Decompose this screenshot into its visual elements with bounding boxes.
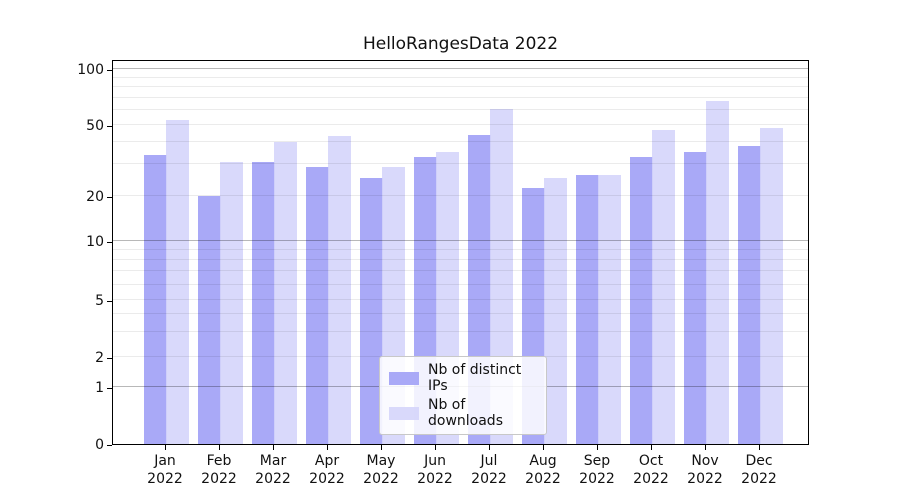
minor-gridline (113, 85, 808, 87)
x-tick-mark (327, 445, 328, 450)
minor-gridline (113, 331, 808, 332)
y-tick-label: 20 (86, 188, 104, 205)
legend-item-distinct-ips: Nb of distinct IPs (389, 362, 537, 394)
minor-gridline (113, 141, 808, 143)
x-tick-mark (165, 445, 166, 450)
bar-nb-of-distinct-ips (251, 162, 275, 444)
y-tick-label: 2 (95, 350, 104, 367)
minor-gridline (113, 283, 808, 285)
legend-item-downloads: Nb of downloads (389, 397, 537, 429)
bar-nb-of-downloads (543, 178, 567, 444)
x-tick-mark (219, 445, 220, 450)
bar-nb-of-downloads (165, 120, 189, 444)
y-tick-mark (107, 126, 112, 127)
legend-label-downloads: Nb of downloads (428, 397, 503, 429)
minor-gridline (113, 96, 808, 98)
bar-nb-of-distinct-ips (575, 175, 599, 444)
x-tick-label: Dec 2022 (741, 453, 777, 487)
bar-nb-of-downloads (651, 130, 675, 444)
x-tick-label: May 2022 (363, 453, 399, 487)
y-tick-mark (107, 358, 112, 359)
y-tick-label: 0 (95, 437, 104, 453)
bar-nb-of-downloads (759, 128, 783, 444)
x-tick-mark (597, 445, 598, 450)
x-tick-mark (543, 445, 544, 450)
x-tick-label: Sep 2022 (579, 453, 615, 487)
bar-nb-of-distinct-ips (359, 178, 383, 444)
x-tick-mark (759, 445, 760, 450)
y-tick-mark (107, 70, 112, 71)
y-tick-label: 1 (95, 380, 104, 397)
minor-gridline (113, 249, 808, 251)
bar-nb-of-distinct-ips (197, 196, 221, 444)
legend: Nb of distinct IPs Nb of downloads (379, 356, 547, 435)
bar-nb-of-distinct-ips (737, 146, 761, 444)
x-tick-label: Aug 2022 (525, 453, 561, 487)
x-tick-label: Jul 2022 (471, 453, 507, 487)
major-gridline (113, 240, 808, 242)
y-tick-mark (107, 388, 112, 389)
x-tick-label: Jun 2022 (417, 453, 453, 487)
legend-swatch-distinct-ips-icon (389, 371, 419, 385)
y-tick-mark (107, 301, 112, 302)
x-tick-label: Mar 2022 (255, 453, 291, 487)
minor-gridline (113, 163, 808, 165)
y-tick-mark (107, 242, 112, 243)
bar-nb-of-distinct-ips (305, 167, 329, 444)
x-tick-mark (435, 445, 436, 450)
y-tick-label: 100 (77, 62, 104, 78)
x-tick-label: Apr 2022 (309, 453, 345, 487)
plot-area: Nb of distinct IPs Nb of downloads (112, 60, 809, 445)
x-tick-mark (273, 445, 274, 450)
bar-nb-of-downloads (705, 101, 729, 444)
x-tick-label: Oct 2022 (633, 453, 669, 487)
minor-gridline (113, 123, 808, 125)
x-tick-mark (651, 445, 652, 450)
legend-swatch-downloads-icon (389, 406, 419, 420)
minor-gridline (113, 299, 808, 301)
major-gridline (113, 68, 808, 70)
bar-nb-of-downloads (327, 136, 351, 444)
minor-gridline (113, 76, 808, 78)
bar-nb-of-distinct-ips (683, 152, 707, 444)
x-tick-label: Feb 2022 (201, 453, 237, 487)
chart-title: HelloRangesData 2022 (362, 34, 559, 54)
x-tick-label: Jan 2022 (147, 453, 183, 487)
bar-nb-of-downloads (597, 175, 621, 444)
legend-label-distinct-ips: Nb of distinct IPs (428, 362, 522, 394)
bar-nb-of-downloads (273, 142, 297, 444)
minor-gridline (113, 270, 808, 272)
y-tick-mark (107, 445, 112, 446)
y-tick-label: 50 (86, 117, 104, 134)
minor-gridline (113, 259, 808, 261)
x-tick-mark (381, 445, 382, 450)
y-tick-label: 5 (95, 293, 104, 309)
minor-gridline (113, 109, 808, 111)
minor-gridline (113, 194, 808, 196)
x-tick-mark (489, 445, 490, 450)
y-tick-mark (107, 197, 112, 198)
bar-nb-of-distinct-ips (143, 155, 167, 444)
x-tick-mark (705, 445, 706, 450)
y-tick-label: 10 (86, 234, 104, 251)
bar-nb-of-downloads (219, 162, 243, 444)
bar-nb-of-distinct-ips (629, 157, 653, 444)
x-tick-label: Nov 2022 (687, 453, 723, 487)
minor-gridline (113, 312, 808, 314)
